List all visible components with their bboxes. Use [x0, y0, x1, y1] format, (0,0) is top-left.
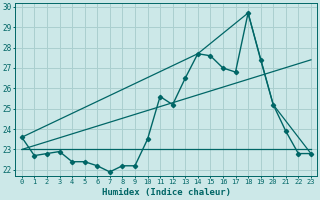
X-axis label: Humidex (Indice chaleur): Humidex (Indice chaleur) [102, 188, 231, 197]
